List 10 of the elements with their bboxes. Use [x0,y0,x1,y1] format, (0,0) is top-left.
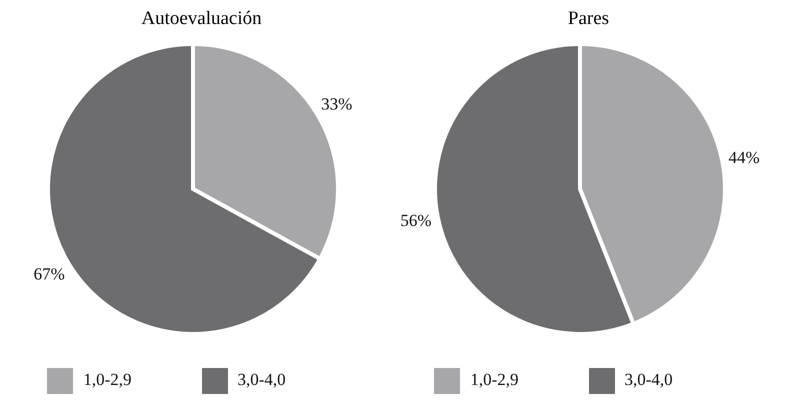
legend-label: 1,0-2,9 [83,370,132,389]
data-label: 44% [728,148,760,168]
legend-label: 3,0-4,0 [624,370,673,389]
chart-title: Autoevaluación [140,8,263,31]
legend-label: 3,0-4,0 [238,370,286,389]
legend-label: 1,0-2,9 [470,370,518,389]
data-label: 56% [400,210,432,230]
data-label: 33% [321,94,352,114]
chart-title: Pares [566,8,610,31]
data-label: 67% [34,264,65,284]
